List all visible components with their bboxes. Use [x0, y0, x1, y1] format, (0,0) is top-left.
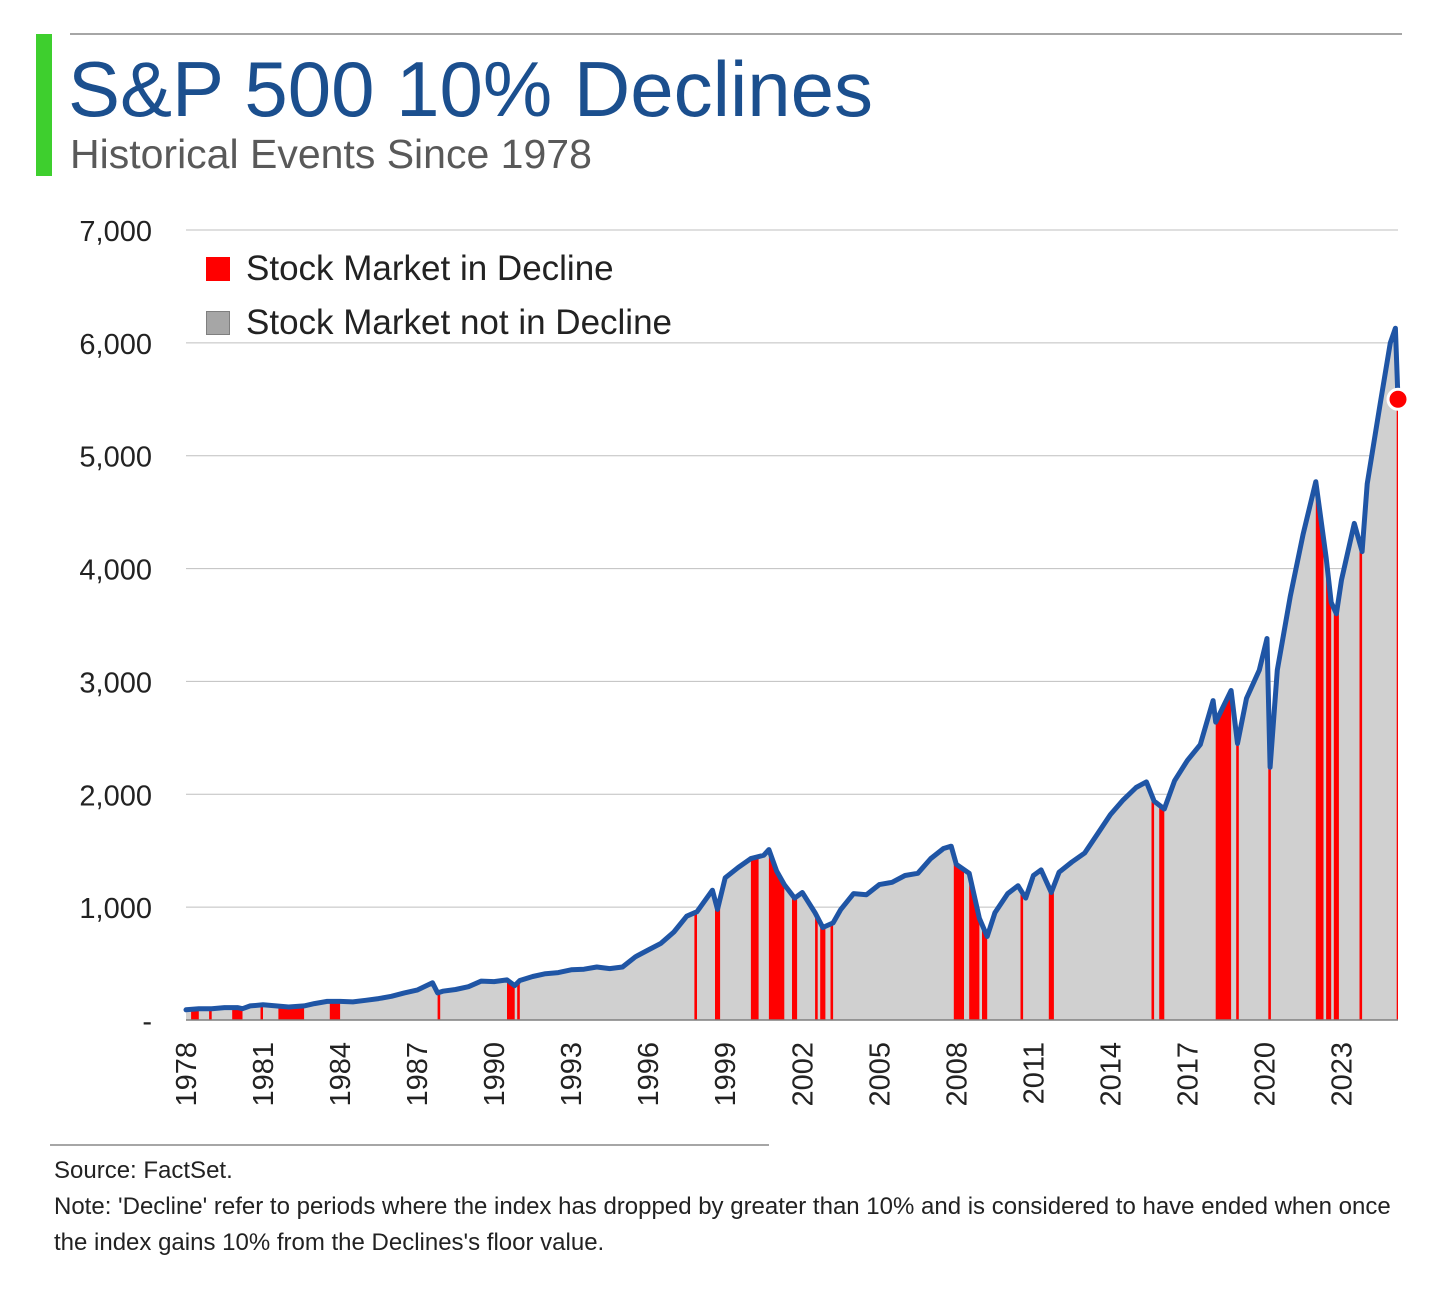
- x-tick-label: 1990: [479, 1042, 511, 1107]
- legend-swatch-decline: [206, 257, 230, 281]
- y-tick-label: 5,000: [79, 442, 152, 474]
- decline-band: [820, 922, 826, 1020]
- legend-label-not-decline: Stock Market not in Decline: [246, 303, 673, 342]
- decline-band: [278, 1005, 305, 1020]
- x-tick-label: 1987: [402, 1042, 434, 1107]
- decline-band: [1333, 596, 1339, 1020]
- decline-band: [1020, 889, 1024, 1020]
- decline-band: [329, 1001, 341, 1020]
- x-tick-label: 2011: [1018, 1042, 1050, 1104]
- decline-band: [209, 1008, 212, 1020]
- chart-title: S&P 500 10% Declines: [68, 45, 874, 133]
- chart-canvas: - 1,000 2,000 3,000 4,000 5,000 6,000 7,000 1978…: [79, 216, 1410, 1107]
- x-tick-label: 2014: [1095, 1042, 1127, 1107]
- legend-swatch-not-decline: [206, 311, 230, 335]
- title-accent-bar: [36, 34, 52, 176]
- x-tick-label: 1978: [171, 1042, 203, 1107]
- x-tick-label: 1984: [325, 1042, 357, 1107]
- x-tick-label: 1999: [710, 1042, 742, 1107]
- footnote: Note: 'Decline' refer to periods where t…: [54, 1193, 1391, 1256]
- decline-band: [792, 894, 798, 1020]
- sp500-line: [183, 325, 1401, 1013]
- decline-band: [1159, 805, 1165, 1020]
- x-tick-label: 2005: [864, 1042, 896, 1107]
- decline-band: [260, 1004, 263, 1020]
- legend-item-not-decline: Stock Market not in Decline: [206, 296, 672, 350]
- decline-band: [1048, 885, 1054, 1020]
- x-tick-label: 2002: [787, 1042, 819, 1107]
- x-tick-label: 2017: [1172, 1042, 1204, 1107]
- legend-label-decline: Stock Market in Decline: [246, 249, 614, 288]
- decline-band: [1215, 690, 1232, 1020]
- decline-band: [437, 992, 441, 1020]
- area-not-in-decline: [186, 328, 1398, 1020]
- decline-band: [750, 856, 759, 1020]
- legend: Stock Market in Decline Stock Market not…: [206, 242, 672, 350]
- y-tick-label: 2,000: [79, 780, 152, 812]
- chart-subtitle: Historical Events Since 1978: [70, 131, 592, 177]
- y-tick-label: 7,000: [79, 216, 152, 248]
- decline-band: [768, 849, 785, 1020]
- top-rule: [70, 33, 1402, 35]
- decline-band: [815, 912, 818, 1020]
- legend-item-decline: Stock Market in Decline: [206, 242, 672, 296]
- decline-band: [1359, 542, 1363, 1020]
- decline-band: [517, 980, 520, 1020]
- x-tick-label: 1993: [556, 1042, 588, 1107]
- decline-band: [694, 911, 697, 1020]
- x-tick-label: 2023: [1327, 1042, 1359, 1107]
- decline-band: [1326, 557, 1332, 1020]
- y-tick-label: 4,000: [79, 555, 152, 587]
- decline-band: [982, 924, 988, 1020]
- y-tick-label: 3,000: [79, 667, 152, 699]
- footer-rule: [50, 1144, 769, 1146]
- decline-band: [715, 898, 721, 1020]
- decline-band: [1151, 794, 1155, 1020]
- decline-band: [830, 922, 834, 1020]
- decline-band: [507, 979, 515, 1020]
- y-tick-label: 6,000: [79, 329, 152, 361]
- decline-band: [953, 855, 964, 1020]
- x-tick-label: 1996: [633, 1042, 665, 1107]
- decline-band: [1315, 481, 1324, 1020]
- decline-band: [1396, 363, 1398, 1020]
- decline-band: [1236, 732, 1239, 1020]
- source-note: Source: FactSet.: [54, 1157, 233, 1184]
- current-value-marker: [1386, 387, 1410, 411]
- y-tick-label: -: [142, 1006, 152, 1038]
- x-tick-label: 2008: [941, 1042, 973, 1107]
- x-tick-label: 2020: [1250, 1042, 1282, 1107]
- x-tick-label: 1981: [248, 1042, 280, 1107]
- y-tick-label: 1,000: [79, 893, 152, 925]
- decline-band: [1268, 692, 1271, 1020]
